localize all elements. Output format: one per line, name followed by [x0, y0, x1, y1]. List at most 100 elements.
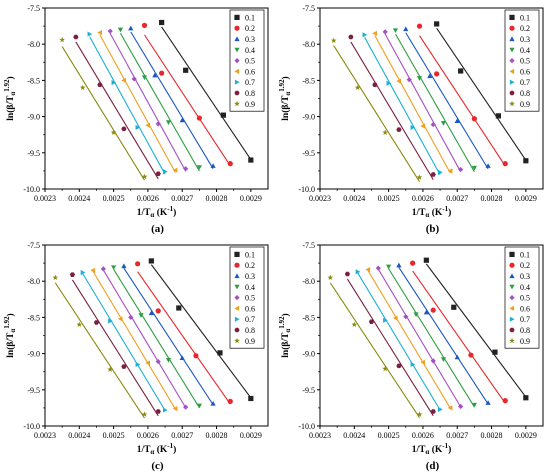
x-axis-label: 1/Tα (K-1): [412, 442, 452, 456]
legend: 0.1 0.2 0.3 0.4 0.50.6 0.7 0.8 0.9: [229, 9, 265, 112]
legend-marker: [509, 327, 515, 333]
x-tick-label: 0.0026: [137, 194, 159, 203]
data-point: [416, 76, 423, 81]
fit-line: [54, 282, 145, 419]
data-point: [430, 121, 436, 128]
data-point: [383, 317, 388, 323]
x-tick-label: 0.0025: [378, 431, 400, 440]
data-point: [396, 262, 402, 268]
x-tick-label: 0.0024: [343, 194, 365, 203]
data-point: [196, 165, 202, 170]
data-point: [348, 34, 354, 40]
data-point: [117, 27, 124, 33]
data-point: [403, 26, 409, 32]
data-point: [372, 82, 378, 87]
chart-panel: 0.0023 0.0024 0.0025 0.0026 0.0027 0.0028 0.00…: [3, 4, 269, 235]
data-point: [97, 82, 103, 87]
x-tick-label: 0.0029: [240, 194, 262, 203]
x-tick-label: 0.0027: [446, 194, 468, 203]
legend: 0.1 0.2 0.3 0.4 0.50.6 0.7 0.8 0.9: [504, 246, 540, 349]
data-point: [145, 122, 151, 128]
data-point: [365, 267, 371, 273]
x-tick-label: 0.0023: [309, 194, 331, 203]
data-point: [468, 352, 474, 358]
chart-panel: 0.0023 0.0024 0.0025 0.0026 0.0027 0.0028 0.00…: [3, 241, 269, 472]
data-point: [172, 406, 178, 412]
data-point: [440, 121, 447, 126]
data-point: [80, 269, 86, 276]
legend-marker: [509, 262, 515, 268]
data-point: [121, 263, 127, 269]
data-point: [176, 305, 182, 311]
legend-label: 0.1: [520, 13, 530, 22]
data-point: [100, 266, 106, 272]
legend: 0.1 0.2 0.3 0.4 0.50.6 0.7 0.8 0.9: [229, 246, 265, 349]
fit-line: [333, 45, 420, 182]
legend-label: 0.9: [520, 337, 530, 346]
fit-line: [419, 35, 506, 167]
data-point: [162, 169, 168, 175]
legend-marker: [234, 90, 240, 96]
data-point: [141, 22, 148, 28]
legend-label: 0.2: [520, 261, 530, 270]
x-tick-label: 0.0024: [68, 431, 90, 440]
x-tick-label: 0.0024: [343, 431, 365, 440]
data-point: [59, 36, 65, 43]
legend-label: 0.3: [245, 35, 255, 44]
legend-marker: [509, 36, 515, 42]
data-point: [434, 71, 440, 77]
data-point: [210, 163, 216, 168]
x-tick-label: 0.0027: [171, 431, 193, 440]
y-tick-label: -8.5: [302, 76, 315, 85]
legend-label: 0.7: [245, 78, 255, 87]
data-point: [368, 319, 375, 324]
x-tick-label: 0.0028: [481, 431, 503, 440]
fit-line: [119, 33, 200, 172]
data-point: [386, 80, 392, 86]
fit-line: [137, 271, 231, 405]
data-point: [447, 405, 453, 411]
data-point: [183, 67, 189, 73]
data-point: [454, 354, 460, 360]
legend-marker: [509, 90, 515, 96]
data-point: [451, 304, 457, 310]
data-point: [131, 76, 137, 82]
fit-line: [82, 273, 166, 411]
legend-marker: [234, 14, 240, 20]
data-point: [434, 21, 440, 27]
data-point: [210, 400, 216, 406]
legend: 0.1 0.2 0.3 0.4 0.50.6 0.7 0.8 0.9: [504, 9, 540, 112]
legend-label: 0.8: [520, 326, 530, 335]
data-point: [145, 360, 151, 366]
x-tick-label: 0.0024: [68, 194, 90, 203]
y-tick-label: -9.5: [302, 149, 315, 158]
data-point: [227, 161, 233, 167]
data-point: [375, 265, 381, 271]
legend-label: 0.8: [520, 89, 530, 98]
legend-marker: [509, 100, 515, 107]
fit-line: [161, 26, 252, 160]
data-point: [141, 173, 148, 180]
y-tick-label: -7.5: [27, 241, 40, 250]
x-tick-label: 0.0025: [103, 431, 125, 440]
x-axis-label: 1/Tα (K-1): [137, 205, 177, 219]
legend-label: 0.3: [520, 272, 530, 281]
x-axis-label: 1/Tα (K-1): [137, 442, 177, 456]
y-axis-label: ln(β/Tα1.92): [278, 313, 292, 357]
y-tick-label: -9.5: [302, 386, 315, 395]
data-point: [165, 358, 172, 363]
data-point: [107, 366, 114, 372]
data-point: [97, 30, 102, 36]
data-point: [382, 365, 389, 372]
data-point: [386, 264, 392, 270]
data-point: [193, 353, 199, 359]
legend-marker: [234, 79, 240, 85]
legend-marker: [509, 251, 515, 257]
fit-line: [436, 27, 527, 161]
data-point: [416, 23, 423, 29]
data-point: [355, 269, 361, 275]
data-point: [420, 123, 426, 129]
x-tick-label: 0.0023: [34, 194, 56, 203]
y-tick-label: -10.0: [23, 185, 40, 194]
